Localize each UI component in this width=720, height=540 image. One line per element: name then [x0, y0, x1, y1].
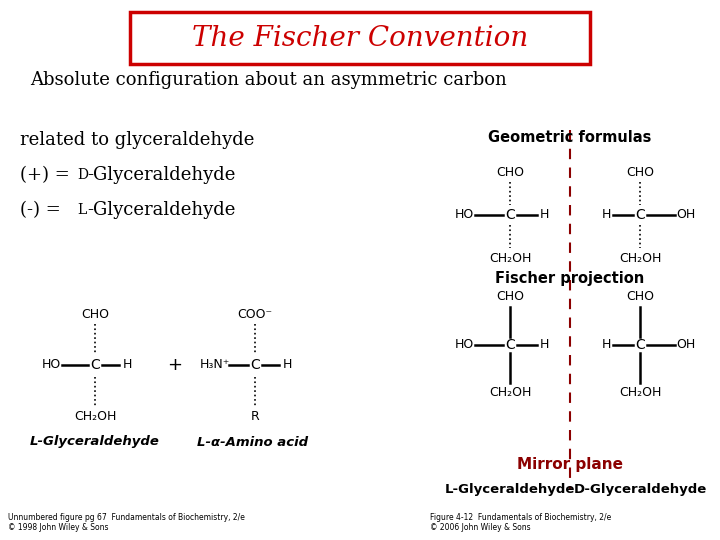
Text: D: D	[77, 168, 88, 182]
Text: The Fischer Convention: The Fischer Convention	[192, 24, 528, 51]
Text: D-Glyceraldehyde: D-Glyceraldehyde	[573, 483, 706, 496]
Text: HO: HO	[454, 208, 474, 221]
Text: CHO: CHO	[496, 291, 524, 303]
Text: H: H	[539, 339, 549, 352]
FancyBboxPatch shape	[130, 12, 590, 64]
Text: CH₂OH: CH₂OH	[618, 252, 661, 265]
Text: © 2006 John Wiley & Sons: © 2006 John Wiley & Sons	[430, 523, 531, 532]
Text: L-Glyceraldehyde: L-Glyceraldehyde	[445, 483, 575, 496]
Text: Geometric formulas: Geometric formulas	[488, 131, 652, 145]
Text: Mirror plane: Mirror plane	[517, 457, 623, 472]
Text: COO⁻: COO⁻	[238, 308, 273, 321]
Text: C: C	[250, 358, 260, 372]
Text: L-Glyceraldehyde: L-Glyceraldehyde	[30, 435, 160, 449]
Text: C: C	[505, 208, 515, 222]
Text: L: L	[77, 203, 86, 217]
Text: L-α-Amino acid: L-α-Amino acid	[197, 435, 309, 449]
Text: H₃N⁺: H₃N⁺	[200, 359, 230, 372]
Text: Fischer projection: Fischer projection	[495, 271, 644, 286]
Text: Figure 4-12  Fundamentals of Biochemistry, 2/e: Figure 4-12 Fundamentals of Biochemistry…	[430, 514, 611, 523]
Text: C: C	[635, 338, 645, 352]
Text: -Glyceraldehyde: -Glyceraldehyde	[87, 166, 235, 184]
Text: -Glyceraldehyde: -Glyceraldehyde	[87, 201, 235, 219]
Text: related to glyceraldehyde: related to glyceraldehyde	[20, 131, 254, 149]
Text: C: C	[505, 338, 515, 352]
Text: OH: OH	[676, 339, 696, 352]
Text: HO: HO	[41, 359, 60, 372]
Text: Unnumbered figure pg 67  Fundamentals of Biochemistry, 2/e: Unnumbered figure pg 67 Fundamentals of …	[8, 514, 245, 523]
Text: H: H	[122, 359, 132, 372]
Text: C: C	[90, 358, 100, 372]
Text: OH: OH	[676, 208, 696, 221]
Text: CH₂OH: CH₂OH	[618, 387, 661, 400]
Text: CH₂OH: CH₂OH	[74, 409, 116, 422]
Text: CHO: CHO	[626, 166, 654, 179]
Text: CHO: CHO	[496, 166, 524, 179]
Text: HO: HO	[454, 339, 474, 352]
Text: (-) =: (-) =	[20, 201, 66, 219]
Text: CHO: CHO	[626, 291, 654, 303]
Text: H: H	[601, 339, 611, 352]
Text: H: H	[539, 208, 549, 221]
Text: H: H	[282, 359, 292, 372]
Text: H: H	[601, 208, 611, 221]
Text: CH₂OH: CH₂OH	[489, 387, 531, 400]
Text: C: C	[635, 208, 645, 222]
Text: R: R	[251, 409, 259, 422]
Text: © 1998 John Wiley & Sons: © 1998 John Wiley & Sons	[8, 523, 109, 532]
Text: Absolute configuration about an asymmetric carbon: Absolute configuration about an asymmetr…	[30, 71, 507, 89]
Text: CHO: CHO	[81, 308, 109, 321]
Text: +: +	[168, 356, 182, 374]
Text: (+) =: (+) =	[20, 166, 76, 184]
Text: CH₂OH: CH₂OH	[489, 252, 531, 265]
